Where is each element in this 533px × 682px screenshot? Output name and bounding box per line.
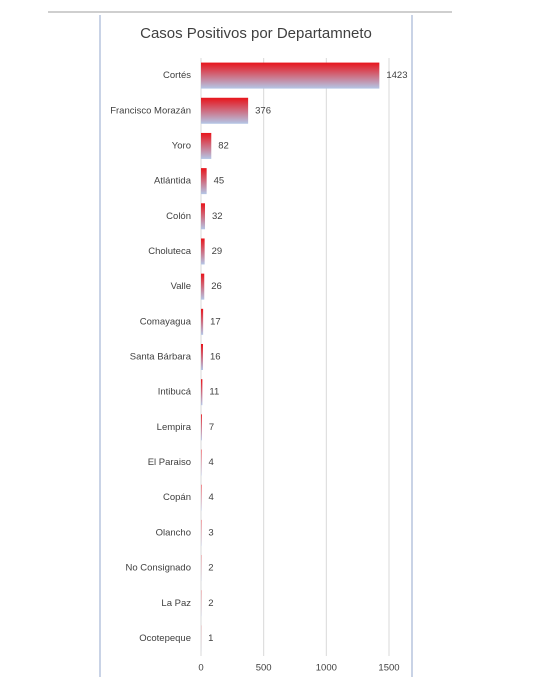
bar — [201, 168, 207, 194]
bar — [201, 133, 211, 159]
y-tick-label: Cortés — [163, 70, 191, 81]
x-tick-label: 1500 — [378, 663, 399, 674]
value-label: 1423 — [386, 70, 407, 81]
y-tick-label: Francisco Morazán — [110, 105, 191, 116]
value-label: 26 — [211, 281, 222, 292]
x-tick-label: 1000 — [316, 663, 337, 674]
y-tick-label: Comayagua — [140, 316, 192, 327]
y-tick-label: Santa Bárbara — [130, 352, 192, 363]
y-tick-label: Copán — [163, 492, 191, 503]
y-tick-label: La Paz — [161, 598, 191, 609]
bar — [201, 485, 202, 511]
value-label: 29 — [212, 246, 223, 257]
y-tick-label: No Consignado — [126, 563, 192, 574]
y-tick-label: Olancho — [156, 527, 191, 538]
bar — [201, 238, 205, 264]
y-tick-label: Intibucá — [158, 387, 192, 398]
x-tick-label: 0 — [198, 663, 203, 674]
bar — [201, 63, 379, 89]
y-tick-label: Atlántida — [154, 176, 192, 187]
value-label: 32 — [212, 211, 223, 222]
bar — [201, 98, 248, 124]
y-tick-label: Choluteca — [148, 246, 191, 257]
y-tick-label: Colón — [166, 211, 191, 222]
y-tick-label: Ocotepeque — [139, 633, 191, 644]
value-label: 4 — [209, 492, 214, 503]
bar — [201, 379, 202, 405]
bar — [201, 414, 202, 440]
bar — [201, 274, 204, 300]
value-label: 3 — [208, 527, 213, 538]
bar — [201, 450, 202, 476]
y-tick-label: El Paraiso — [148, 457, 191, 468]
y-tick-label: Valle — [171, 281, 191, 292]
bar — [201, 344, 203, 370]
x-tick-label: 500 — [256, 663, 272, 674]
bar — [201, 203, 205, 229]
chart-title: Casos Positivos por Departamneto — [140, 25, 372, 42]
value-label: 2 — [208, 598, 213, 609]
value-label: 1 — [208, 633, 213, 644]
value-label: 17 — [210, 316, 221, 327]
y-tick-label: Yoro — [172, 140, 191, 151]
value-label: 16 — [210, 352, 221, 363]
value-label: 11 — [209, 387, 219, 398]
value-label: 7 — [209, 422, 214, 433]
value-label: 45 — [214, 176, 225, 187]
value-label: 82 — [218, 140, 229, 151]
value-label: 4 — [209, 457, 214, 468]
value-label: 2 — [208, 563, 213, 574]
y-tick-label: Lempira — [157, 422, 192, 433]
value-label: 376 — [255, 105, 271, 116]
bar — [201, 309, 203, 335]
